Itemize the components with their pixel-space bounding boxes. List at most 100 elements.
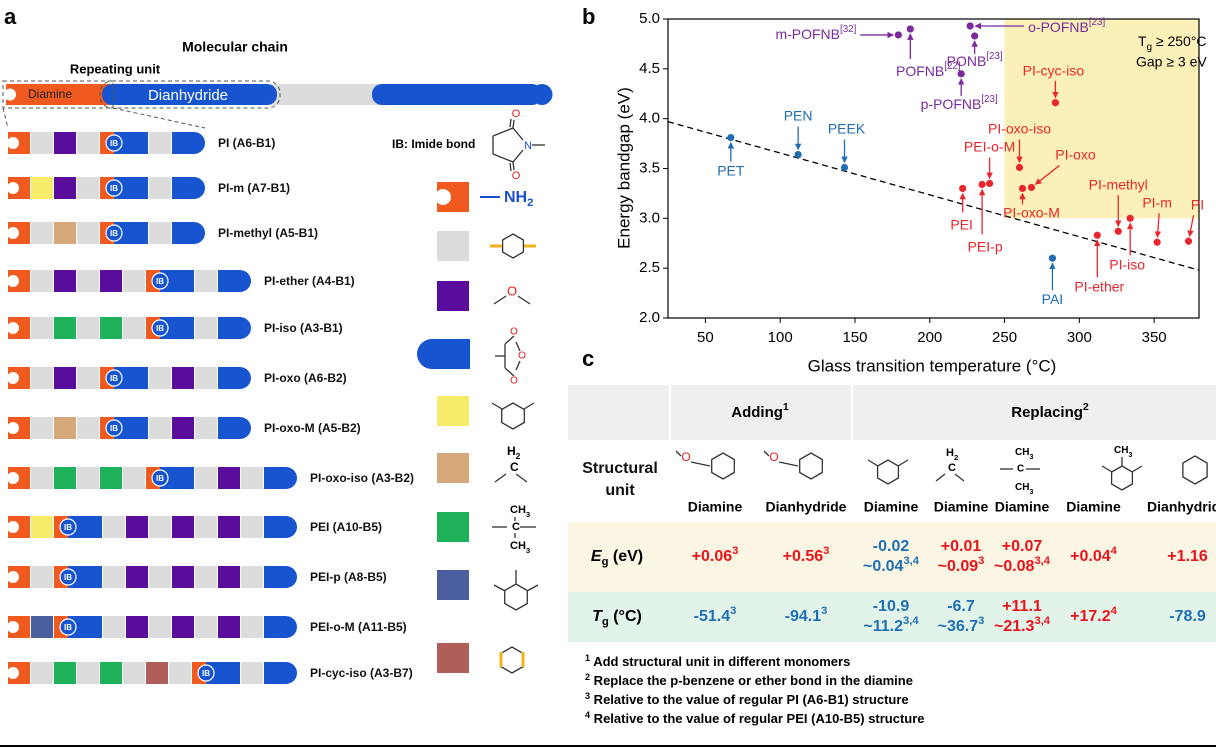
chain-dianhydride-label: Dianhydride bbox=[148, 87, 228, 104]
bond bbox=[897, 459, 909, 467]
point bbox=[1051, 99, 1060, 107]
atom: C bbox=[512, 521, 520, 533]
unit bbox=[195, 516, 217, 538]
unit bbox=[149, 566, 171, 588]
ring bbox=[501, 233, 525, 259]
ring bbox=[711, 452, 735, 480]
point-label-part: PI-oxo-M bbox=[1003, 204, 1060, 220]
atom: N bbox=[524, 140, 532, 152]
chain-diamine bbox=[6, 84, 110, 105]
unit bbox=[123, 317, 145, 339]
point-label-part: o-POFNB bbox=[1028, 19, 1089, 35]
table-cell-part: 3,4 bbox=[1034, 615, 1050, 627]
table-cell: -10.9 bbox=[873, 598, 910, 615]
point-label-part: [23] bbox=[1089, 17, 1106, 28]
end-notch bbox=[7, 667, 19, 679]
polymer-name: PI-iso (A3-B1) bbox=[264, 321, 343, 335]
imide-blue bbox=[160, 270, 194, 292]
unit bbox=[103, 616, 125, 638]
unit bbox=[169, 662, 191, 684]
chain-title: Molecular chain bbox=[182, 39, 288, 55]
row-label-part: (°C) bbox=[609, 608, 642, 625]
bond bbox=[515, 473, 528, 483]
table-cell: +11.1 bbox=[1002, 598, 1042, 615]
point bbox=[1114, 227, 1122, 235]
table-cell: -94.13 bbox=[785, 605, 828, 625]
dianhydride-cap bbox=[229, 367, 251, 389]
table-cell: -51.43 bbox=[694, 605, 737, 625]
legend-icon bbox=[437, 570, 469, 600]
point-label: PEI-p bbox=[968, 238, 1003, 254]
row-label-part: g bbox=[602, 616, 609, 628]
bond bbox=[509, 118, 512, 128]
bond bbox=[509, 162, 512, 172]
unit bbox=[172, 516, 194, 538]
polymer-name: PEI-o-M (A11-B5) bbox=[310, 620, 407, 634]
atom: O bbox=[510, 327, 518, 338]
footnote: 3 Relative to the value of regular PI (A… bbox=[585, 691, 909, 707]
point bbox=[978, 180, 986, 189]
ring bbox=[501, 402, 525, 430]
table-cell: +0.01 bbox=[941, 538, 982, 555]
unit bbox=[218, 566, 240, 588]
footnote-text: Relative to the value of regular PI (A6-… bbox=[590, 692, 909, 707]
dianhydride-cap bbox=[417, 339, 447, 369]
table-cell: ~21.33,4 bbox=[994, 615, 1051, 635]
point-label-part: PEN bbox=[784, 107, 813, 123]
chain-dianhydride bbox=[372, 84, 542, 105]
point-label: PI bbox=[1191, 196, 1204, 212]
guide bbox=[112, 107, 206, 129]
polymer-name: PEI-p (A8-B5) bbox=[310, 570, 387, 584]
unit bbox=[54, 177, 76, 199]
table-cell-part: ~0.09 bbox=[938, 558, 979, 575]
table-cell-part: +0.01 bbox=[941, 538, 982, 555]
atom: O bbox=[510, 376, 518, 387]
point-label-part: PI-methyl bbox=[1089, 176, 1148, 192]
imide-blue bbox=[160, 317, 194, 339]
unit bbox=[31, 222, 53, 244]
table-cell-part: 3,4 bbox=[903, 555, 919, 567]
bond bbox=[492, 127, 514, 137]
unit bbox=[172, 367, 194, 389]
x-tick-label: 300 bbox=[1067, 329, 1092, 346]
panel-label: b bbox=[582, 4, 595, 29]
monomer-label: Diamine bbox=[934, 499, 989, 515]
repeat-title: Repeating unit bbox=[70, 61, 161, 76]
point bbox=[1093, 231, 1101, 239]
unit bbox=[103, 516, 125, 538]
atom-part: CH bbox=[510, 504, 526, 516]
unit bbox=[77, 222, 99, 244]
point-label: PI-m bbox=[1142, 194, 1172, 210]
imide-blue bbox=[114, 417, 148, 439]
atom: H2 bbox=[507, 444, 521, 461]
unit bbox=[172, 417, 194, 439]
header-cell: Adding1 bbox=[731, 401, 789, 421]
point-label-part: PI-ether bbox=[1074, 278, 1124, 294]
table-cell: ~0.093 bbox=[938, 555, 985, 575]
point-label-part: PEI bbox=[950, 216, 973, 232]
bond bbox=[515, 360, 521, 371]
amine-label: NH2 bbox=[504, 189, 533, 209]
polymer-name: PEI (A10-B5) bbox=[310, 520, 382, 534]
legend-icon bbox=[437, 453, 469, 483]
y-tick-label: 3.0 bbox=[639, 209, 660, 226]
imide-bond bbox=[105, 224, 123, 242]
end-notch bbox=[7, 621, 19, 633]
dianhydride-cap bbox=[229, 270, 251, 292]
chain-box bbox=[99, 80, 281, 109]
dianhydride-cap bbox=[275, 467, 297, 489]
annotation-part: ≥ 250°C bbox=[1152, 33, 1207, 49]
atom: O bbox=[518, 351, 526, 362]
y-tick-label: 5.0 bbox=[639, 10, 660, 27]
table-cell-part: -94.1 bbox=[785, 608, 822, 625]
table-cell-part: -78.9 bbox=[1169, 608, 1206, 625]
table-cell-part: -6.7 bbox=[947, 598, 975, 615]
table-cell: ~36.73 bbox=[938, 615, 985, 635]
dianhydride-cap bbox=[183, 222, 205, 244]
unit bbox=[123, 270, 145, 292]
unit bbox=[195, 417, 217, 439]
unit bbox=[123, 662, 145, 684]
x-axis-title: Glass transition temperature (°C) bbox=[808, 356, 1057, 375]
end-notch bbox=[7, 571, 19, 583]
point-label: PAI bbox=[1042, 291, 1064, 307]
